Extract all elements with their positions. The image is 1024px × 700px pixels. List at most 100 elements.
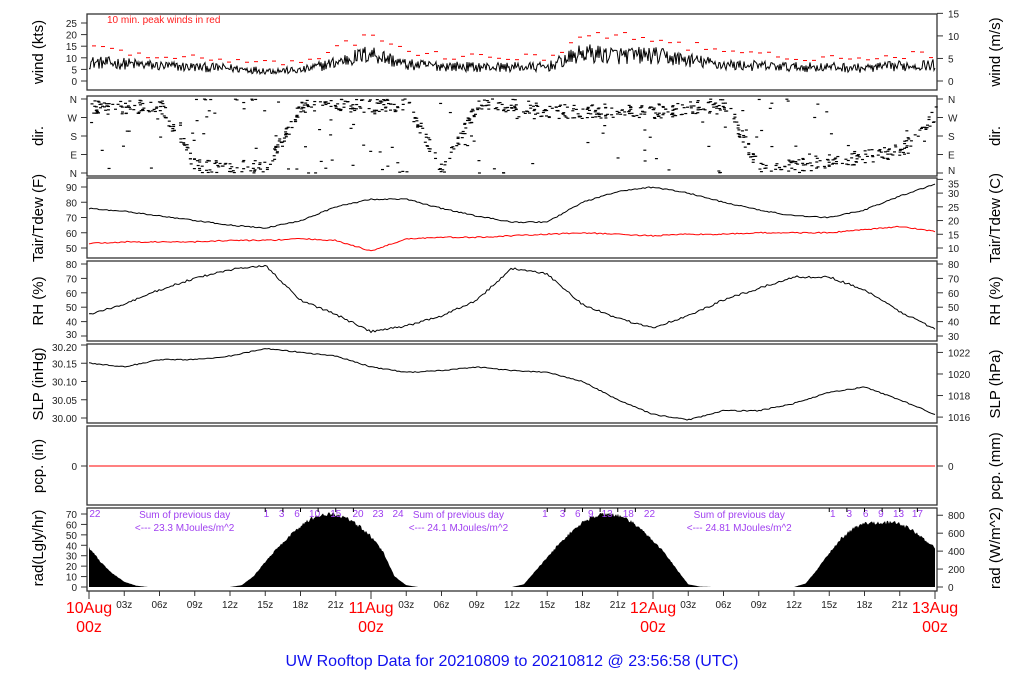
dir-tick-label: W — [68, 113, 78, 124]
rh-tick-label: 60 — [66, 289, 78, 300]
wind-ms-axis-label: wind (m/s) — [987, 17, 1004, 87]
dir-right-tick-label: S — [948, 132, 955, 143]
pcp-in-axis-label: pcp. (in) — [30, 439, 47, 493]
x-hour-label: 15z — [539, 600, 555, 611]
wind-mean-line — [89, 44, 936, 76]
x-hour-label: 09z — [469, 600, 485, 611]
x-hour-label: 15z — [821, 600, 837, 611]
x-hour-label: 21z — [610, 600, 626, 611]
slp-inhg-tick-label: 30.20 — [52, 343, 77, 354]
x-day-label: 12Aug — [630, 600, 676, 617]
x-hour-label: 12z — [222, 600, 238, 611]
rh-tick-label: 50 — [66, 303, 78, 314]
rh-line — [88, 264, 936, 334]
temp-tair-line — [88, 183, 936, 229]
rad-sum-value: <--- 23.3 MJoules/m^2 — [135, 523, 235, 534]
temp-f-axis-label: Tair/Tdew (F) — [30, 174, 47, 262]
rad-hour-marker: 13 — [893, 509, 905, 520]
temp-c-tick-label: 30 — [948, 189, 960, 200]
dir-tick-label: N — [70, 95, 77, 106]
rad-hour-marker: 15 — [330, 509, 342, 520]
rad-hour-marker: 20 — [353, 509, 365, 520]
dir-right-tick-label: E — [948, 150, 955, 161]
wind-ms-tick-label: 0 — [948, 77, 954, 88]
rh-axis-label: RH (%) — [30, 276, 47, 325]
slp-hpa-tick-label: 1016 — [948, 413, 971, 424]
dir-right-tick-label: N — [948, 166, 955, 177]
temp-f-tick-label: 70 — [66, 214, 78, 225]
panel-frame-slp — [86, 343, 938, 424]
temp-c-tick-label: 15 — [948, 230, 960, 241]
rh-tick-label: 40 — [66, 318, 78, 329]
x-hour-label: 15z — [257, 600, 273, 611]
x-day-time-label: 00z — [640, 619, 666, 636]
x-hour-label: 18z — [856, 600, 872, 611]
rh-right-tick-label: 40 — [948, 318, 960, 329]
wind-kts-tick-label: 20 — [66, 31, 78, 42]
rh-tick-label: 30 — [66, 330, 78, 341]
panel-frame-temp — [86, 177, 938, 259]
slp-line — [88, 347, 936, 421]
wind-kts-tick-label: 25 — [66, 19, 78, 30]
rad-sum-title: Sum of previous day — [694, 510, 785, 521]
rad-wm2-tick-label: 800 — [948, 511, 965, 522]
rh-tick-label: 80 — [66, 260, 78, 271]
rad-lgly-tick-label: 30 — [66, 552, 78, 563]
x-hour-label: 06z — [715, 600, 731, 611]
rad-hour-marker: 9 — [878, 509, 884, 520]
temp-c-axis-label: Tair/Tdew (C) — [987, 173, 1004, 263]
temp-f-tick-label: 80 — [66, 198, 78, 209]
rh-right-tick-label: 60 — [948, 289, 960, 300]
rad-sum-value: <--- 24.81 MJoules/m^2 — [687, 523, 792, 534]
chart-title: UW Rooftop Data for 20210809 to 20210812… — [286, 653, 739, 670]
x-day-label: 11Aug — [348, 600, 393, 617]
x-day-time-label: 00z — [358, 619, 384, 636]
rad-lgly-tick-label: 20 — [66, 562, 78, 573]
x-hour-label: 18z — [574, 600, 590, 611]
rad-hour-marker: 9 — [588, 509, 594, 520]
panel-frames — [86, 13, 938, 592]
rad-hour-marker: 1 — [830, 509, 836, 520]
temp-f-tick-label: 50 — [66, 244, 78, 255]
rad-hour-marker: 13 — [602, 509, 614, 520]
pcp-in-tick-label: 0 — [71, 462, 77, 473]
rad-sum-title: Sum of previous day — [413, 510, 504, 521]
rh-right-tick-label: 30 — [948, 332, 960, 343]
dir-right-tick-label: N — [948, 95, 955, 106]
rad-sum-value: <--- 24.1 MJoules/m^2 — [409, 523, 509, 534]
temp-c-tick-label: 10 — [948, 244, 960, 255]
x-hour-label: 21z — [328, 600, 344, 611]
rad-hour-marker: 18 — [623, 509, 635, 520]
rad-hour-marker: 6 — [575, 509, 581, 520]
x-hour-label: 21z — [892, 600, 908, 611]
rh-right-tick-label: 70 — [948, 274, 960, 285]
slp-inhg-tick-label: 30.05 — [52, 396, 77, 407]
wind-kts-tick-label: 5 — [71, 65, 77, 76]
rad-sum-title: Sum of previous day — [139, 510, 230, 521]
rad-hour-marker: 3 — [279, 509, 285, 520]
rad-wm2-tick-label: 400 — [948, 547, 965, 558]
rad-lgly-tick-label: 70 — [66, 510, 78, 521]
radiation-area — [89, 512, 935, 587]
temp-f-tick-label: 90 — [66, 183, 78, 194]
rad-lgly-tick-label: 0 — [71, 583, 77, 594]
temp-f-tick-label: 60 — [66, 229, 78, 240]
slp-hpa-tick-label: 1020 — [948, 370, 971, 381]
rh-tick-label: 70 — [66, 274, 78, 285]
x-day-time-label: 00z — [922, 619, 948, 636]
temp-c-tick-label: 35 — [948, 179, 960, 190]
dir-tick-label: N — [70, 169, 77, 180]
wind-kts-axis-label: wind (kts) — [30, 20, 47, 85]
x-hour-label: 12z — [504, 600, 520, 611]
dir-right-axis-label: dir. — [987, 126, 1004, 146]
rad-hour-marker: 24 — [392, 509, 404, 520]
dir-tick-label: E — [70, 150, 77, 161]
slp-hpa-tick-label: 1018 — [948, 392, 971, 403]
x-hour-label: 03z — [398, 600, 414, 611]
temp-tdew-line — [88, 225, 936, 252]
slp-hpa-tick-label: 1022 — [948, 348, 971, 359]
wind-ms-tick-label: 15 — [948, 9, 960, 20]
x-hour-label: 03z — [116, 600, 132, 611]
slp-inhg-axis-label: SLP (inHg) — [30, 347, 47, 420]
wind-ms-tick-label: 10 — [948, 32, 960, 43]
